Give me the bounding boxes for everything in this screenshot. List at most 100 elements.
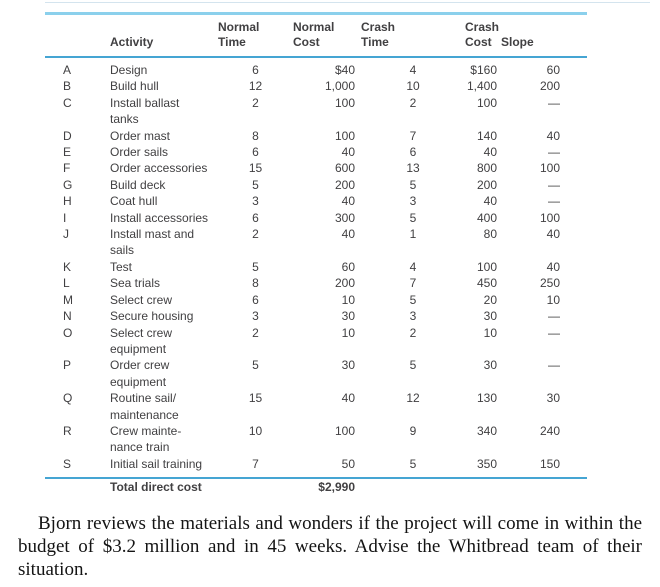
cell-slope: — (548, 145, 560, 160)
cell-crash-cost: 140 (476, 128, 497, 143)
cell-slope: 200 (539, 79, 560, 94)
cell-slope: — (548, 325, 560, 340)
cell-activity-name: Routine sail/ maintenance (110, 391, 179, 422)
cell-normal-cost: 40 (341, 227, 355, 242)
cell-slope: 100 (539, 210, 560, 225)
cell-activity-id: O (63, 325, 73, 340)
table-top-rule (45, 12, 587, 15)
cell-crash-time: 10 (406, 79, 420, 94)
cell-activity-name: Test (110, 259, 133, 274)
cell-normal-cost: 40 (341, 145, 355, 160)
cell-normal-time: 15 (248, 391, 263, 406)
cell-crash-time: 5 (409, 210, 417, 225)
cell-slope: — (548, 309, 560, 324)
header-normal-cost: Normal Cost (293, 15, 361, 58)
cell-slope: 30 (546, 391, 560, 406)
cell-activity-name: Crew mainte- nance train (110, 423, 182, 455)
cell-empty (465, 477, 501, 496)
cell-slope: — (548, 194, 560, 209)
cell-activity-id: Q (63, 391, 73, 406)
cell-crash-cost: 200 (476, 177, 497, 192)
cell-normal-cost: 30 (341, 309, 355, 324)
cell-crash-cost: 40 (483, 145, 497, 160)
cell-normal-time: 6 (252, 292, 259, 307)
cell-activity-id: L (63, 276, 70, 291)
cell-activity-name: Order crew equipment (110, 358, 170, 389)
cell-activity-name: Order sails (110, 145, 169, 160)
cell-empty (218, 477, 293, 496)
cell-normal-cost: 50 (341, 456, 355, 471)
cell-crash-time: 6 (409, 145, 417, 160)
cell-normal-cost: 100 (334, 128, 355, 143)
cell-normal-cost: 1,000 (324, 79, 355, 94)
cell-activity-id: N (63, 309, 72, 324)
cell-activity-id: H (63, 194, 72, 209)
cell-activity-id: G (63, 177, 73, 192)
header-activity: Activity (110, 15, 218, 58)
cell-slope: 150 (539, 456, 560, 471)
cell-activity-name: Sea trials (110, 276, 161, 291)
cell-activity-name: Build deck (110, 177, 166, 192)
cell-activity-id: I (63, 210, 67, 225)
cell-normal-time: 7 (252, 456, 259, 471)
cell-normal-time: 10 (248, 423, 263, 438)
cell-crash-time: 7 (409, 128, 417, 143)
cell-normal-time: 2 (252, 95, 259, 110)
cell-slope: 240 (539, 423, 560, 438)
table-row: E Order sails 6 40 6 40 — (45, 144, 587, 160)
cell-crash-time: 7 (409, 276, 417, 291)
cell-crash-time: 5 (409, 456, 417, 471)
cell-crash-cost: 130 (476, 391, 497, 406)
table-header: Activity Normal Time Normal Cost Crash T… (45, 15, 587, 58)
table-body: A Design 6 $40 4 $160 60 B Build hull 12… (45, 57, 587, 478)
cell-activity-name: Install ballast tanks (110, 95, 180, 127)
cell-crash-cost: $160 (470, 63, 497, 77)
cell-activity-id: E (63, 145, 72, 160)
header-slope: Slope (501, 15, 587, 58)
cell-normal-time: 3 (252, 309, 259, 324)
cell-activity-id: P (63, 358, 72, 373)
cell-slope: — (548, 95, 560, 110)
table-row: S Initial sail training 7 50 5 350 150 (45, 456, 587, 478)
table-row: G Build deck 5 200 5 200 — (45, 177, 587, 193)
cell-activity-id: S (63, 456, 72, 471)
cell-slope: 40 (546, 128, 560, 143)
total-row: Total direct cost $2,990 (45, 477, 587, 496)
table-row: J Install mast and sails 2 40 1 80 40 (45, 226, 587, 259)
cell-crash-cost: 400 (476, 210, 497, 225)
cell-normal-time: 15 (248, 161, 263, 176)
table-row: A Design 6 $40 4 $160 60 (45, 57, 587, 78)
cell-normal-time: 6 (252, 210, 259, 225)
cell-crash-time: 2 (409, 95, 417, 110)
cell-crash-time: 2 (409, 325, 417, 340)
cell-activity-name: Order accessories (110, 161, 208, 176)
cell-crash-cost: 340 (476, 423, 497, 438)
cell-crash-time: 3 (409, 309, 417, 324)
cell-empty (361, 477, 465, 496)
cell-crash-cost: 100 (476, 259, 497, 274)
cell-activity-name: Design (110, 63, 148, 77)
cell-activity-id: R (63, 423, 72, 438)
cell-normal-cost: 300 (334, 210, 355, 225)
cell-crash-cost: 800 (476, 161, 497, 176)
cell-normal-time: 5 (252, 358, 259, 373)
cell-crash-cost: 20 (483, 292, 497, 307)
cell-activity-id: M (63, 292, 73, 307)
cell-activity-name: Install accessories (110, 210, 209, 225)
cell-normal-cost: $40 (334, 63, 355, 77)
cell-slope: 40 (546, 227, 560, 242)
cell-slope: 100 (539, 161, 560, 176)
table-row: M Select crew 6 10 5 20 10 (45, 292, 587, 308)
cell-slope: — (548, 358, 560, 373)
cell-normal-cost: 40 (341, 194, 355, 209)
table-row: Q Routine sail/ maintenance 15 40 12 130… (45, 390, 587, 423)
table-row: D Order mast 8 100 7 140 40 (45, 128, 587, 144)
table-row: B Build hull 12 1,000 10 1,400 200 (45, 78, 587, 94)
cell-crash-time: 12 (406, 391, 420, 406)
cell-normal-cost: 10 (341, 292, 355, 307)
cell-normal-time: 8 (252, 128, 259, 143)
table-row: C Install ballast tanks 2 100 2 100 — (45, 95, 587, 128)
cell-crash-cost: 30 (483, 358, 497, 373)
cell-normal-cost: 200 (334, 177, 355, 192)
header-crash-time: Crash Time (361, 15, 465, 58)
